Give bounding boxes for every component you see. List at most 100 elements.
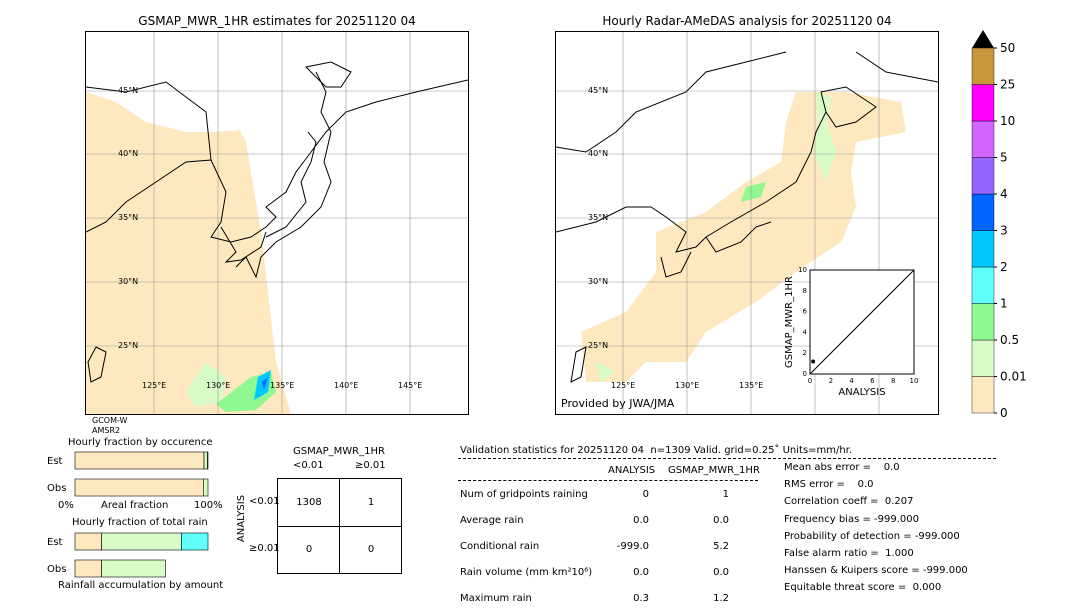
stat-analysis: 0	[642, 489, 649, 500]
colorbar-segment	[971, 303, 995, 341]
bar-segment	[74, 532, 102, 551]
bar-segment	[207, 451, 209, 470]
colorbar-segment	[971, 47, 995, 85]
colorbar-segment	[971, 266, 995, 304]
lat-label: 40°N	[118, 149, 139, 158]
gridlines	[86, 32, 468, 414]
score-line: Equitable threat score = 0.000	[784, 582, 942, 594]
left-map[interactable]	[85, 31, 469, 415]
stats-col-gsmap: GSMAP_MWR_1HR	[668, 465, 760, 476]
satellite-name: GCOM-W	[92, 416, 128, 425]
col-label: <0.01	[293, 460, 324, 471]
colorbar-label: 10	[1000, 114, 1015, 128]
colorbar-label: 1	[1000, 297, 1008, 311]
row-axis-label: ANALYSIS	[236, 494, 248, 543]
rain-area	[186, 362, 226, 407]
stats-header: Validation statistics for 20251120 04 n=…	[460, 445, 853, 456]
left-map-canvas	[86, 32, 468, 414]
colorbar-label: 0	[1000, 406, 1008, 420]
right-map-canvas	[556, 32, 938, 414]
stat-gsmap: 5.2	[713, 541, 729, 552]
y-tick-label: 4	[803, 328, 808, 336]
stat-gsmap: 0.0	[713, 515, 729, 526]
lon-label: 130°E	[675, 381, 700, 390]
bar-segment	[74, 559, 102, 578]
score-line: Correlation coeff = 0.207	[784, 496, 914, 508]
colorbar-segment	[971, 230, 995, 268]
left-map-title: GSMAP_MWR_1HR estimates for 20251120 04	[138, 14, 416, 28]
bar-segment	[203, 451, 208, 470]
x-axis-label: ANALYSIS	[838, 387, 885, 398]
est-label: Est	[47, 537, 63, 548]
lat-label: 45°N	[118, 86, 139, 95]
stat-gsmap: 1.2	[713, 593, 729, 604]
colorbar-label: 4	[1000, 187, 1008, 201]
colorbar-segment	[971, 376, 995, 414]
stat-analysis: 0.3	[633, 593, 649, 604]
stats-col-analysis: ANALYSIS	[608, 465, 656, 476]
stat-label: Maximum rain	[460, 593, 532, 604]
estimate-swath	[86, 92, 291, 414]
score-line: Frequency bias = -999.000	[784, 513, 919, 525]
right-map-title: Hourly Radar-AMeDAS analysis for 2025112…	[602, 14, 892, 28]
cell: 1	[367, 497, 375, 508]
sensor-name: AMSR2	[92, 426, 121, 435]
colorbar-label: 3	[1000, 224, 1008, 238]
areal-fraction-label: Areal fraction	[101, 500, 169, 511]
y-axis-label: GSMAP_MWR_1HR	[784, 276, 795, 368]
rain-area	[741, 182, 766, 202]
score-line: Mean abs error = 0.0	[784, 462, 900, 473]
y-tick-label: 2	[803, 349, 807, 357]
lon-label: 135°E	[270, 381, 295, 390]
x-tick-label: 0	[808, 377, 812, 385]
colorbar-segment	[971, 193, 995, 231]
obs-label: Obs	[47, 483, 67, 494]
row-label: <0.01	[249, 496, 280, 507]
y-tick-label: 8	[803, 287, 807, 295]
colorbar-segment	[971, 120, 995, 158]
rain-area	[254, 370, 271, 400]
score-line: False alarm ratio = 1.000	[784, 548, 914, 559]
x-tick-label: 10	[910, 377, 919, 385]
lat-label: 25°N	[118, 341, 139, 350]
y-tick-label: 10	[798, 266, 807, 274]
lon-label: 140°E	[334, 381, 359, 390]
rain-area	[814, 92, 836, 182]
y-tick-label: 6	[803, 308, 808, 316]
rain-area	[596, 362, 616, 382]
total-rain-bars	[74, 532, 209, 578]
colorbar-label: 2	[1000, 260, 1008, 274]
lat-label: 30°N	[588, 277, 609, 286]
lat-label: 35°N	[588, 213, 609, 222]
scatter-point	[811, 359, 816, 364]
lon-label: 125°E	[611, 381, 636, 390]
score-line: RMS error = 0.0	[784, 479, 874, 491]
colorbar-label: 5	[1000, 151, 1008, 165]
colorbar-segment	[971, 157, 995, 195]
bar-segment	[101, 559, 166, 578]
row-label: ≥0.01	[249, 543, 280, 554]
colorbar-extend-arrow	[972, 30, 994, 48]
x-tick-label: 8	[891, 377, 895, 385]
rain-area	[262, 377, 268, 390]
x-tick-label: 4	[849, 377, 854, 385]
colorbar-label: 0.01	[1000, 370, 1027, 384]
stat-label: Num of gridpoints raining	[460, 489, 588, 500]
lat-label: 25°N	[588, 341, 609, 350]
cell: 1308	[296, 497, 322, 508]
score-line: Hanssen & Kuipers score = -999.000	[784, 565, 968, 577]
xtick-0: 0%	[58, 500, 74, 511]
stat-gsmap: 0.0	[713, 567, 729, 578]
data-credit: Provided by JWA/JMA	[561, 397, 675, 410]
colorbar-label: 50	[1000, 41, 1015, 55]
lon-label: 135°E	[739, 381, 764, 390]
occurrence-bars	[74, 451, 209, 497]
bar-segment	[203, 478, 209, 497]
stat-label: Rain volume (mm km²10⁶)	[460, 567, 593, 578]
x-tick-label: 6	[870, 377, 875, 385]
est-label: Est	[47, 456, 63, 467]
lon-label: 145°E	[398, 381, 423, 390]
colorbar-segment	[971, 339, 995, 377]
stat-label: Conditional rain	[460, 541, 540, 552]
stat-analysis: -999.0	[616, 541, 649, 552]
